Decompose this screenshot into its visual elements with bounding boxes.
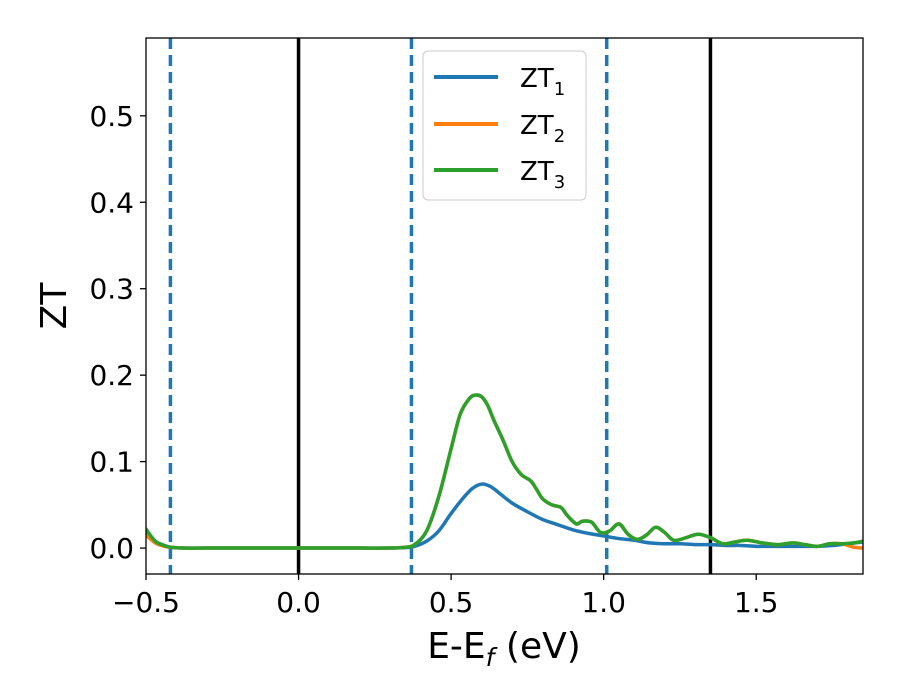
legend-label-zt2-name: ZT	[520, 111, 554, 141]
legend-label-zt1: ZT1	[520, 64, 565, 100]
y-axis: 0.0 0.1 0.2 0.3 0.4 0.5	[89, 100, 146, 565]
series-layer	[146, 393, 863, 550]
legend-box	[422, 50, 587, 201]
x-tick-label: 1.0	[581, 586, 626, 619]
y-tick-label: 0.3	[89, 273, 134, 306]
y-tick-label: 0.0	[89, 532, 134, 565]
legend-label-zt1-sub: 1	[554, 79, 565, 100]
x-axis-title-main: E-E	[427, 626, 485, 667]
reference-lines	[168, 38, 713, 574]
y-tick-label: 0.1	[89, 446, 134, 479]
y-tick-label: 0.5	[89, 100, 134, 133]
x-tick-label: 0.5	[429, 586, 474, 619]
x-tick-label: 0.0	[276, 586, 321, 619]
legend-label-zt3-sub: 3	[554, 172, 565, 193]
x-axis-title: E-Ef (eV)	[427, 626, 581, 672]
legend-label-zt1-name: ZT	[520, 64, 554, 94]
legend-label-zt2-sub: 2	[554, 126, 565, 147]
plot-frame	[145, 37, 864, 575]
series-line-zt3	[146, 393, 863, 550]
y-axis-title: ZT	[34, 282, 75, 330]
legend-label-zt3-name: ZT	[520, 157, 554, 187]
y-tick-label: 0.4	[89, 186, 134, 219]
x-tick-label: 1.5	[734, 586, 779, 619]
x-axis-title-tail: (eV)	[494, 626, 580, 667]
x-tick-label: −0.5	[112, 586, 180, 619]
legend: ZT1 ZT2 ZT3	[422, 50, 587, 201]
legend-label-zt3: ZT3	[520, 157, 565, 193]
y-tick-label: 0.2	[89, 359, 134, 392]
x-axis: −0.5 0.0 0.5 1.0 1.5	[112, 574, 778, 619]
legend-label-zt2: ZT2	[520, 111, 565, 147]
